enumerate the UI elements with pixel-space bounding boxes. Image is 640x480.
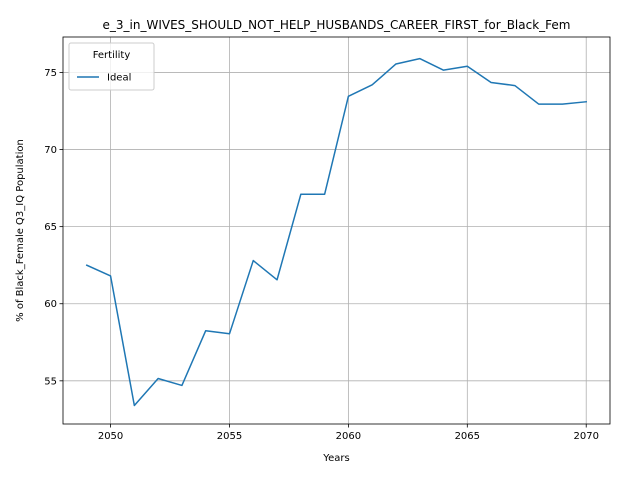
grid: [63, 37, 610, 424]
y-axis-label: % of Black_Female Q3_IQ Population: [15, 139, 26, 322]
legend: Fertility Ideal: [68, 42, 155, 91]
legend-entries: Ideal: [77, 73, 131, 84]
series-line-ideal: [85, 57, 588, 407]
x-tick-label: 2050: [98, 431, 123, 442]
x-tick-label: 2065: [455, 431, 480, 442]
y-axis-ticks: 55 60 65 70 75: [44, 68, 63, 387]
y-tick-label: 65: [44, 222, 57, 233]
x-tick-label: 2055: [217, 431, 242, 442]
x-axis-ticks: 2050 2055 2060 2065 2070: [98, 424, 599, 442]
chart-title: e_3_in_WIVES_SHOULD_NOT_HELP_HUSBANDS_CA…: [103, 18, 571, 32]
y-tick-label: 75: [44, 68, 57, 79]
legend-title: Fertility: [93, 50, 131, 61]
x-tick-label: 2070: [573, 431, 598, 442]
series-layer: [85, 57, 588, 407]
x-axis-label: Years: [322, 453, 349, 464]
plot-frame: [62, 36, 611, 425]
y-tick-label: 55: [44, 376, 57, 387]
x-tick-label: 2060: [336, 431, 361, 442]
y-tick-label: 70: [44, 145, 57, 156]
legend-label: Ideal: [107, 73, 131, 84]
y-tick-label: 60: [44, 299, 57, 310]
legend-box: [68, 42, 155, 91]
